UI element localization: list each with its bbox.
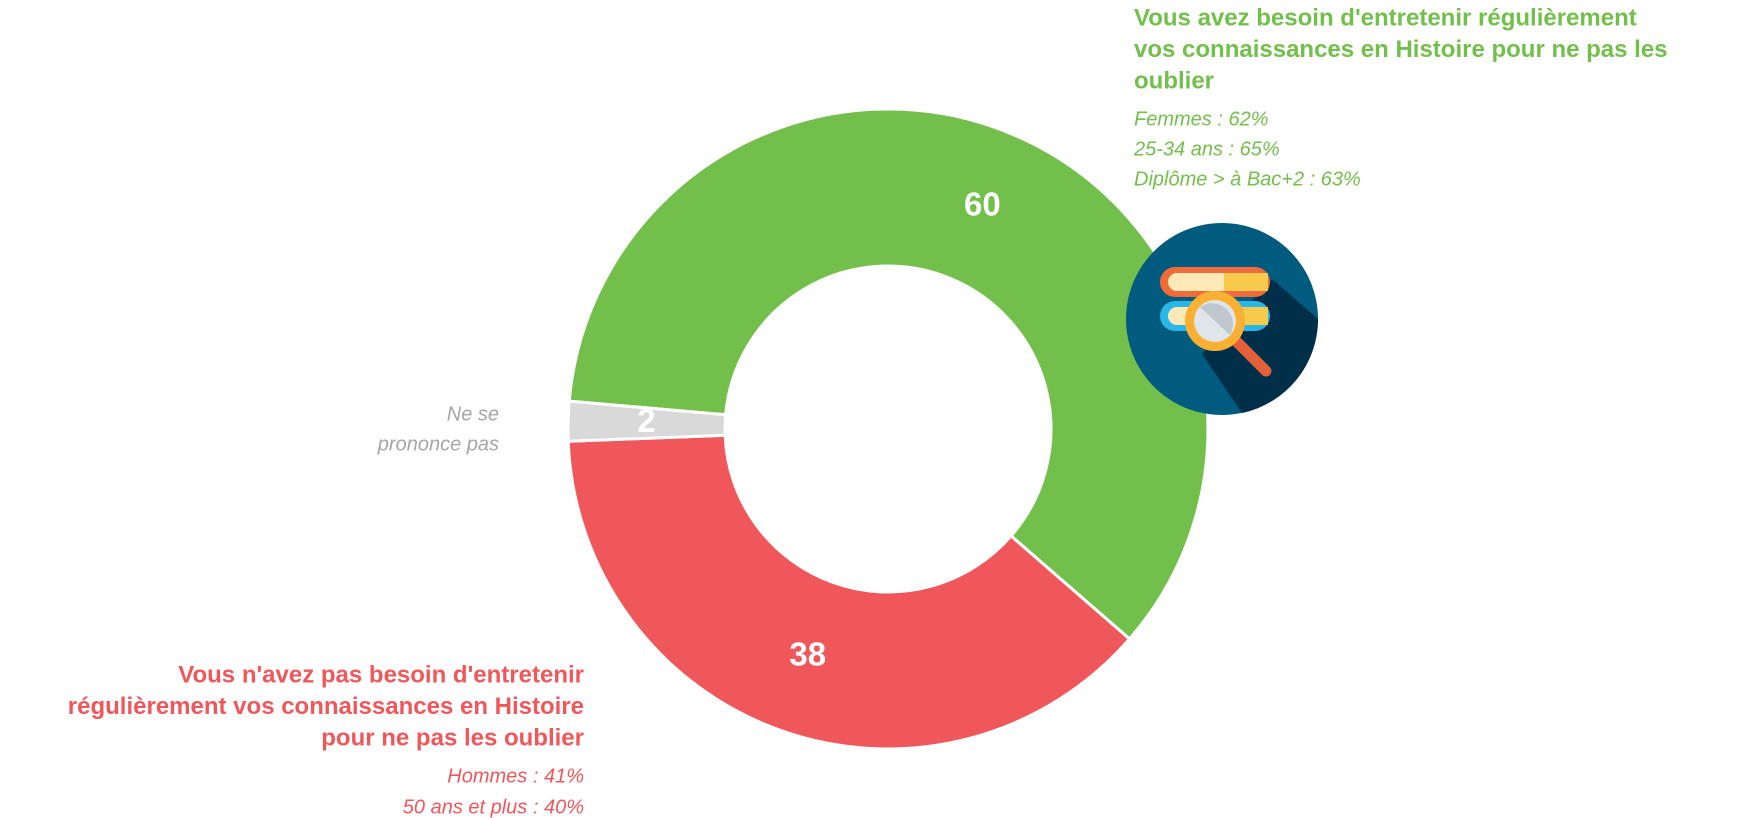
books-icon [1126, 223, 1318, 415]
annotation-detail: prononce pas [377, 433, 499, 455]
donut-slice [566, 433, 1132, 751]
donut [566, 107, 1210, 751]
annotation-title: régulièrement vos connaissances en Histo… [68, 693, 584, 720]
annotation-detail: 25-34 ans : 65% [1133, 138, 1280, 160]
annotation-title: Vous n'avez pas besoin d'entretenir [178, 661, 584, 688]
annotation-detail: Femmes : 62% [1134, 108, 1268, 130]
annotation-detail: 50 ans et plus : 40% [403, 796, 584, 818]
donut-slice [567, 107, 1210, 642]
donut-slice [566, 399, 728, 443]
annotation-title: Vous avez besoin d'entretenir régulièrem… [1134, 4, 1637, 31]
annotation-detail: Hommes : 41% [447, 765, 584, 787]
annotation-title: vos connaissances en Histoire pour ne pa… [1134, 36, 1668, 63]
value-label: 38 [789, 636, 826, 673]
annotation-detail: Diplôme > à Bac+2 : 63% [1134, 168, 1361, 190]
value-label: 60 [964, 185, 1001, 222]
annotation-title: oublier [1134, 67, 1214, 94]
annotation-title: pour ne pas les oublier [321, 724, 584, 751]
labels: 60 38 2 Vous avez besoin d'entretenir régul… [68, 4, 1668, 818]
value-label: 2 [637, 402, 655, 439]
annotation-detail: Ne se [447, 403, 499, 425]
